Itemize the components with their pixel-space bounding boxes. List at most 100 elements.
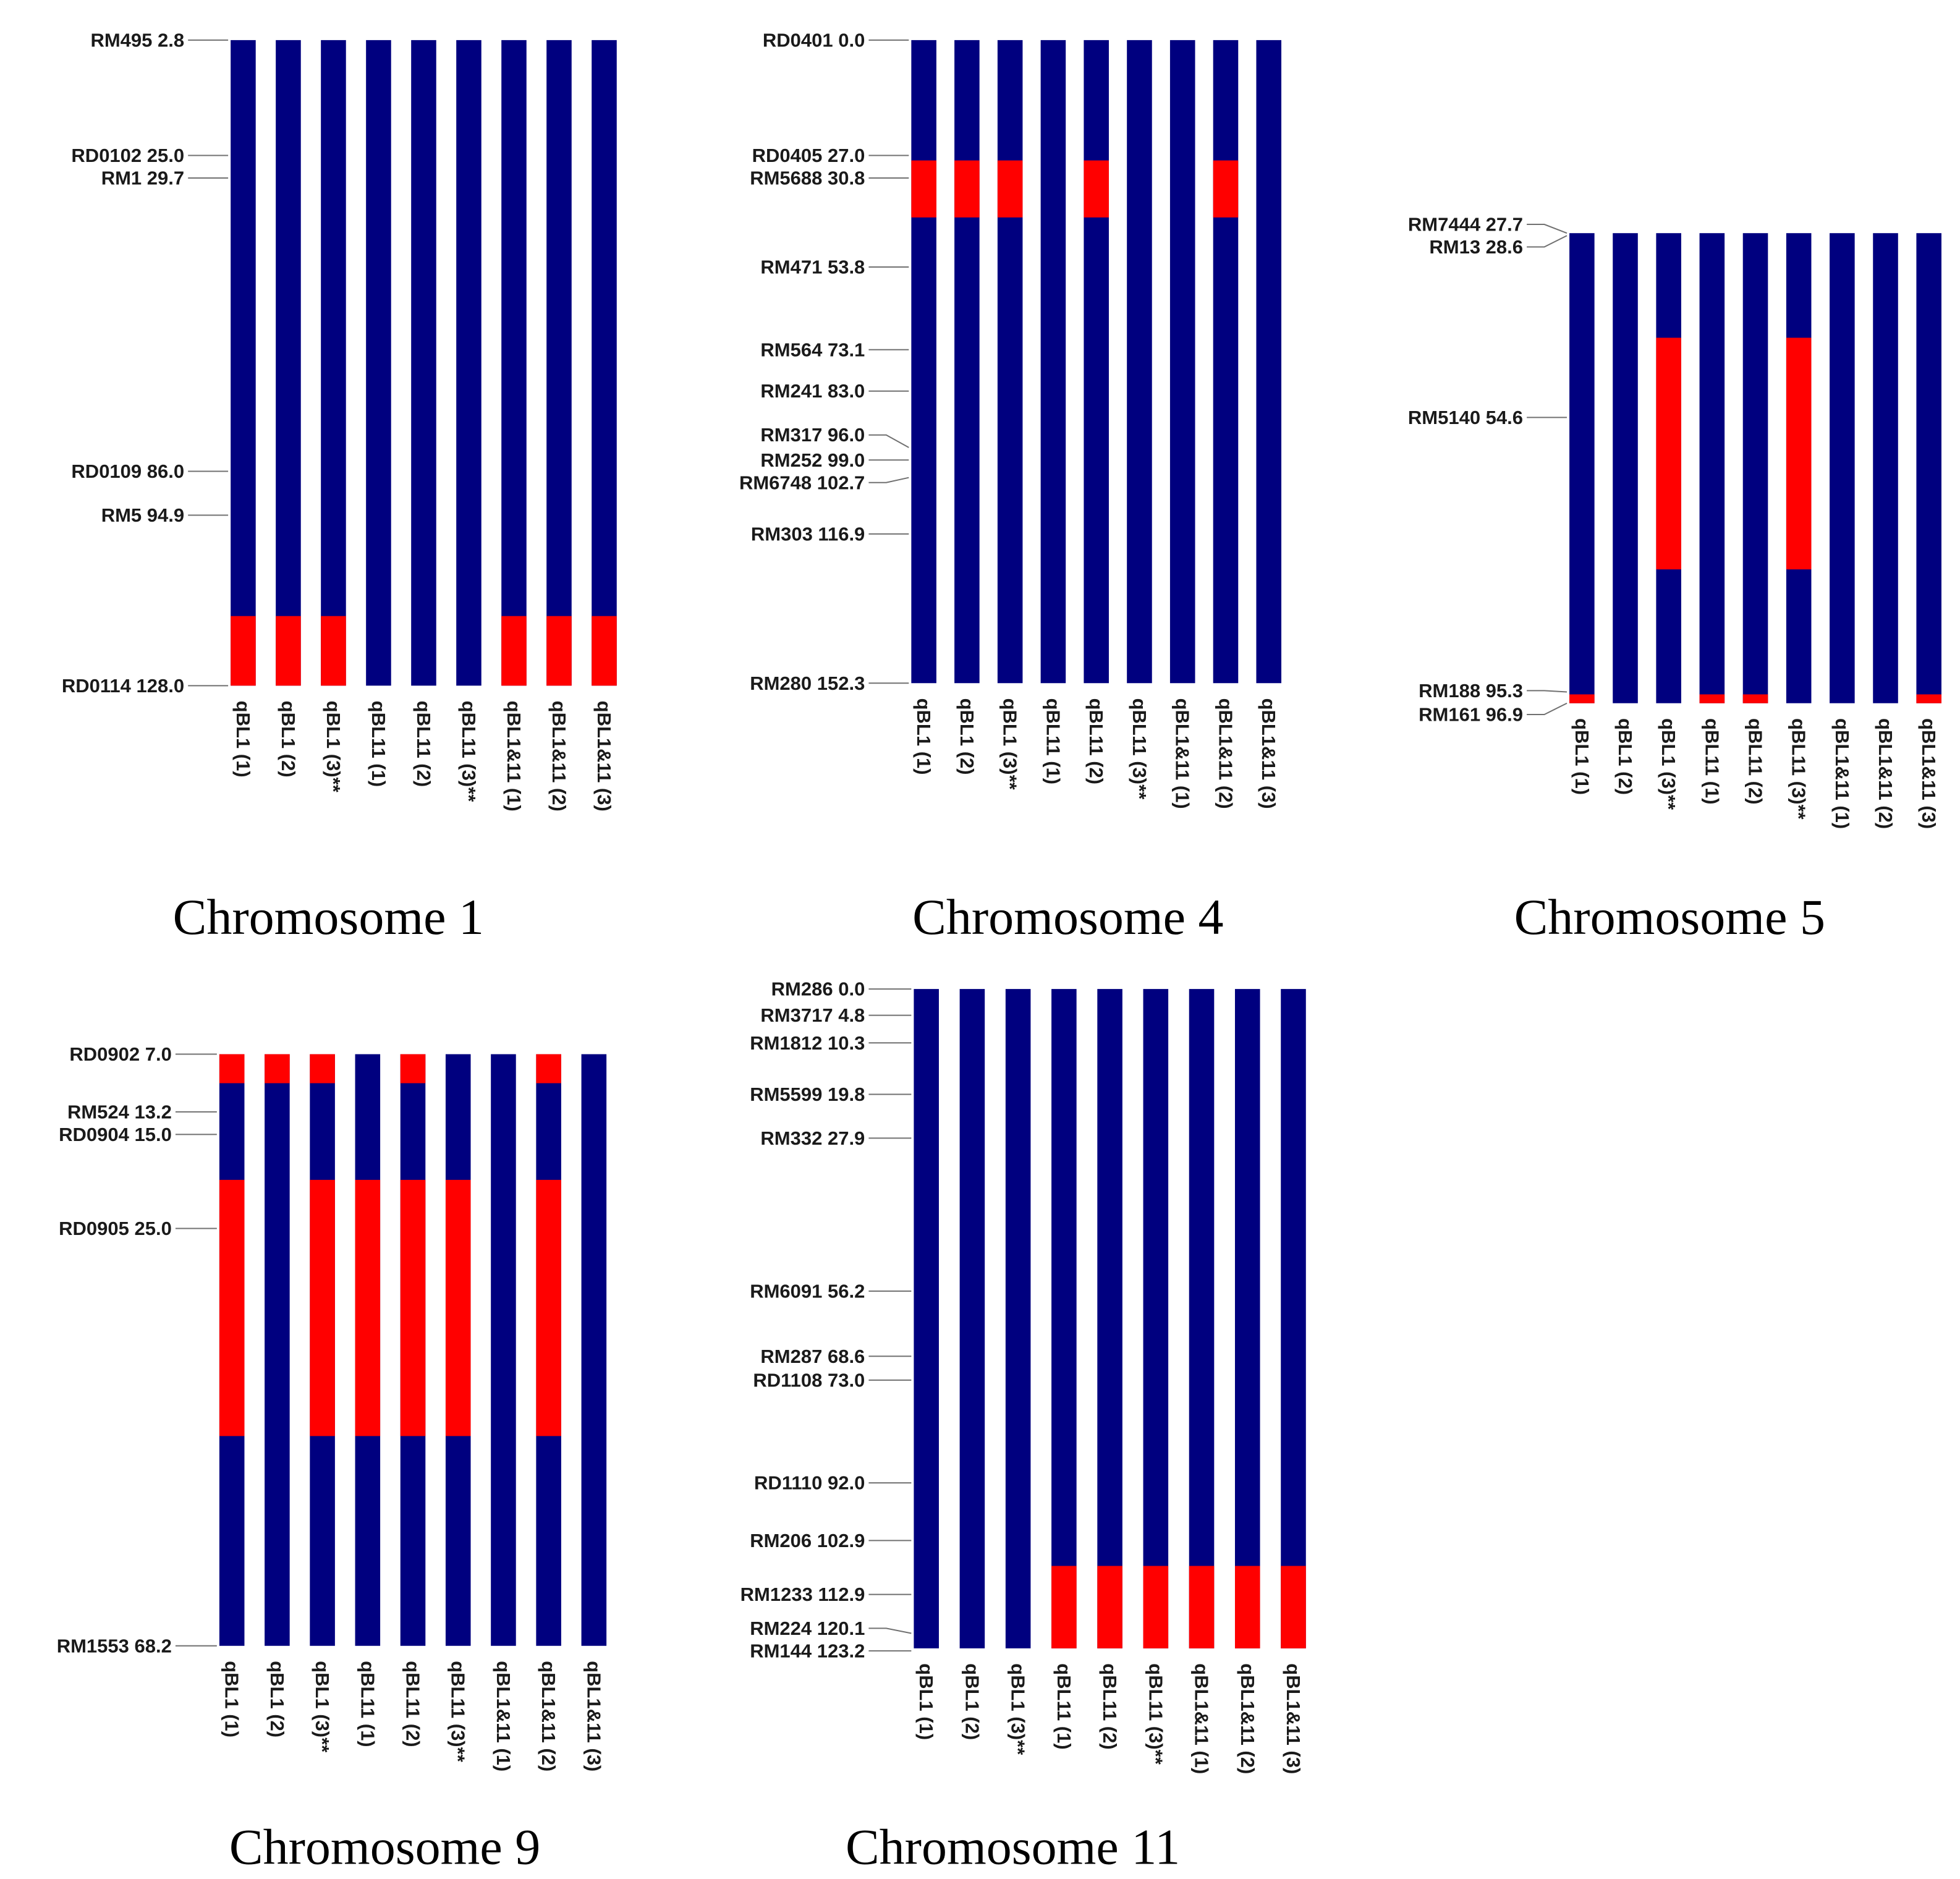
line-label: qBL1 (2) (1614, 718, 1636, 795)
line-label: qBL1&11 (2) (1215, 698, 1236, 809)
genotype-bar (491, 1054, 516, 1646)
marker-leader-line (868, 1627, 912, 1634)
genotype-bar (1916, 233, 1941, 703)
genotype-bar (1169, 40, 1195, 684)
marker-label: RM5599 19.8 (750, 1084, 865, 1105)
introgression-segment (219, 1179, 245, 1436)
line-label: qBL1&11 (1) (493, 1661, 514, 1771)
genotype-bar (501, 40, 527, 686)
line-label: qBL1&11 (3) (1918, 718, 1940, 829)
line-label: qBL11 (1) (368, 701, 389, 787)
line-label: qBL1&11 (1) (1191, 1663, 1213, 1774)
introgression-segment (400, 1179, 426, 1436)
introgression-segment (546, 616, 572, 686)
marker-label: RM5 94.9 (101, 504, 184, 526)
line-label: qBL11 (1) (1053, 1663, 1075, 1750)
genotype-bar (1873, 233, 1898, 703)
line-label: qBL1 (3)** (1008, 1663, 1029, 1755)
marker-label: RM471 53.8 (760, 256, 865, 278)
marker-label: RM303 116.9 (751, 523, 865, 545)
genotype-bar (1127, 40, 1152, 684)
genotype-bar (1830, 233, 1855, 703)
genotype-bar (911, 40, 936, 684)
introgression-segment (310, 1054, 335, 1084)
chromosome-title: Chromosome 1 (173, 889, 484, 945)
introgression-segment (501, 616, 527, 686)
marker-label: RM1 29.7 (101, 167, 184, 189)
genotype-bar (546, 40, 572, 686)
introgression-segment (1281, 1566, 1306, 1648)
marker-label: RM280 152.3 (750, 672, 865, 694)
introgression-segment (1742, 694, 1768, 703)
genotype-bar (1613, 233, 1638, 703)
marker-label: RM564 73.1 (760, 339, 865, 360)
chromosome-title: Chromosome 4 (912, 889, 1223, 945)
line-label: qBL1&11 (2) (538, 1661, 559, 1771)
introgression-segment (911, 160, 936, 218)
marker-leader-line (868, 477, 909, 483)
line-label: qBL11 (2) (1099, 1663, 1121, 1750)
marker-label: RD0905 25.0 (59, 1218, 172, 1239)
genotype-bar (1234, 989, 1260, 1648)
line-label: qBL11 (3)** (1788, 718, 1810, 820)
genotype-bar (1051, 989, 1077, 1648)
genotype-bar (231, 40, 256, 686)
chromosome-title: Chromosome 11 (846, 1819, 1180, 1875)
marker-label: RM144 123.2 (750, 1640, 865, 1661)
genotype-bar (581, 1054, 607, 1646)
genotype-bar (366, 40, 391, 686)
line-label: qBL1&11 (1) (503, 701, 525, 812)
line-label: qBL11 (3)** (1145, 1663, 1166, 1765)
introgression-segment (592, 616, 617, 686)
marker-label: RD1110 92.0 (754, 1472, 865, 1494)
marker-leader-line (1527, 690, 1568, 693)
marker-label: RM1233 112.9 (740, 1584, 865, 1605)
introgression-segment (1051, 1566, 1077, 1648)
line-label: qBL1 (1) (232, 701, 254, 778)
line-label: qBL1 (2) (278, 701, 299, 778)
genotype-bar (265, 1054, 290, 1646)
marker-leader-line (1527, 224, 1568, 234)
genotype-bar (1281, 989, 1306, 1648)
line-label: qBL1 (3)** (323, 701, 344, 793)
introgression-segment (231, 616, 256, 686)
line-label: qBL11 (3)** (1129, 698, 1150, 800)
introgression-segment (321, 616, 346, 686)
line-label: qBL1 (2) (961, 1663, 983, 1740)
chromosome-title: Chromosome 5 (1514, 889, 1825, 945)
marker-label: RD1108 73.0 (753, 1369, 865, 1391)
introgression-segment (219, 1054, 245, 1084)
panel-chromosome-11: RM286 0.0 RM3717 4.8 RM1812 10.3 RM5599 19.… (740, 978, 1306, 1875)
introgression-segment (1916, 694, 1941, 703)
marker-label: RD0102 25.0 (71, 145, 184, 166)
line-label: qBL11 (1) (1701, 718, 1723, 805)
marker-label: RD0114 128.0 (62, 675, 184, 697)
marker-label: RM317 96.0 (760, 424, 865, 446)
genotype-bar (276, 40, 301, 686)
line-label: qBL1 (1) (221, 1661, 243, 1737)
marker-label: RM524 13.2 (67, 1101, 172, 1122)
marker-label: RM252 99.0 (760, 449, 865, 471)
line-label: qBL1&11 (1) (1172, 698, 1194, 809)
genotype-bar (1256, 40, 1282, 684)
marker-label: RD0401 0.0 (763, 29, 865, 51)
marker-label: RM495 2.8 (90, 29, 184, 51)
introgression-segment (997, 160, 1023, 218)
introgression-segment (1189, 1566, 1215, 1648)
line-label: qBL1&11 (3) (1258, 698, 1279, 809)
line-label: qBL1&11 (2) (1875, 718, 1896, 829)
marker-label: RD0109 86.0 (71, 460, 184, 482)
introgression-segment (400, 1054, 426, 1084)
line-label: qBL11 (2) (413, 701, 435, 787)
genotype-bar (1569, 233, 1595, 703)
introgression-segment (445, 1179, 471, 1436)
genotype-bar (1143, 989, 1169, 1648)
marker-label: RM161 96.9 (1419, 703, 1523, 725)
line-label: qBL1 (1) (913, 698, 935, 775)
line-label: qBL1&11 (3) (1283, 1663, 1304, 1774)
line-label: qBL11 (3)** (458, 701, 480, 803)
